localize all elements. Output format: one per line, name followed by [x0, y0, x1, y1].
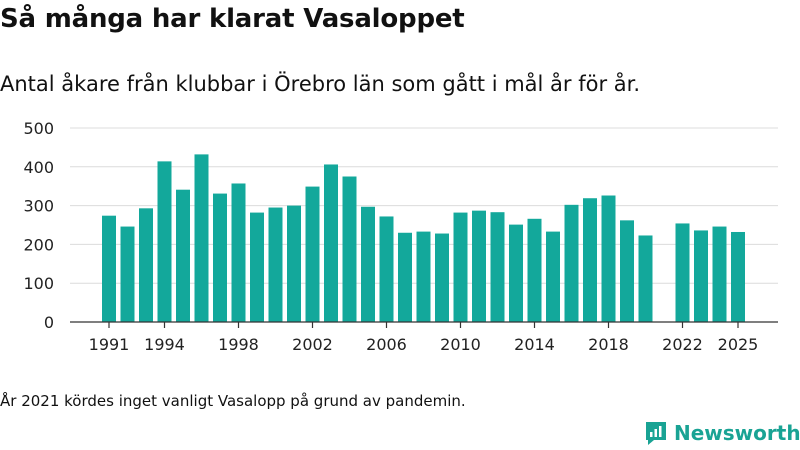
- bar[interactable]: [213, 193, 227, 322]
- bar[interactable]: [675, 223, 690, 322]
- bar[interactable]: [620, 220, 634, 322]
- bar[interactable]: [638, 235, 653, 322]
- bar[interactable]: [564, 204, 579, 322]
- newsworthy-logo-icon: [646, 422, 666, 445]
- x-tick-label: 2010: [440, 335, 481, 354]
- x-tick-label: 1991: [89, 335, 130, 354]
- y-tick-label: 100: [23, 274, 54, 293]
- bar[interactable]: [231, 183, 246, 322]
- brand-logo[interactable]: Newsworthy: [644, 420, 800, 446]
- chart-subtitle: Antal åkare från klubbar i Örebro län so…: [0, 72, 641, 96]
- bar[interactable]: [342, 176, 357, 323]
- bar[interactable]: [527, 218, 542, 322]
- x-tick-label: 1998: [218, 335, 259, 354]
- bar[interactable]: [472, 210, 486, 322]
- bar[interactable]: [509, 224, 523, 322]
- bar[interactable]: [490, 212, 505, 322]
- bar-chart: 0 100 200 300 400 500 1991 1994 1998 2002 2006 2010…: [23, 119, 778, 354]
- y-tick-label: 500: [23, 119, 54, 138]
- bar[interactable]: [268, 207, 283, 322]
- x-tick-label: 2025: [718, 335, 759, 354]
- bar[interactable]: [139, 208, 153, 322]
- bar[interactable]: [601, 195, 616, 322]
- bar[interactable]: [416, 231, 431, 322]
- footnote: År 2021 kördes inget vanligt Vasalopp på…: [0, 392, 466, 410]
- brand-name: Newsworthy: [674, 421, 800, 445]
- bar[interactable]: [250, 212, 264, 322]
- y-tick-label: 300: [23, 197, 54, 216]
- bar[interactable]: [157, 161, 172, 322]
- x-tick-label: 1994: [144, 335, 185, 354]
- bar[interactable]: [102, 215, 116, 322]
- bar[interactable]: [305, 186, 320, 322]
- bar[interactable]: [324, 164, 338, 322]
- bar[interactable]: [546, 231, 560, 322]
- bar[interactable]: [361, 206, 375, 322]
- bar[interactable]: [379, 216, 394, 322]
- bar[interactable]: [287, 205, 301, 322]
- bar[interactable]: [120, 226, 135, 322]
- bar[interactable]: [435, 233, 449, 322]
- bar[interactable]: [731, 231, 745, 322]
- bar[interactable]: [453, 212, 468, 322]
- bar[interactable]: [712, 226, 727, 322]
- x-tick-label: 2022: [662, 335, 703, 354]
- y-tick-label: 200: [23, 235, 54, 254]
- chart-title: Så många har klarat Vasaloppet: [0, 4, 465, 34]
- bar[interactable]: [583, 198, 597, 322]
- bar[interactable]: [398, 232, 412, 322]
- bar[interactable]: [194, 154, 209, 322]
- y-tick-label: 400: [23, 158, 54, 177]
- bar[interactable]: [694, 230, 708, 322]
- x-tick-label: 2014: [514, 335, 555, 354]
- x-tick-label: 2002: [292, 335, 333, 354]
- x-tick-label: 2018: [588, 335, 629, 354]
- x-tick-label: 2006: [366, 335, 407, 354]
- bar[interactable]: [176, 189, 190, 322]
- y-tick-label: 0: [44, 313, 54, 332]
